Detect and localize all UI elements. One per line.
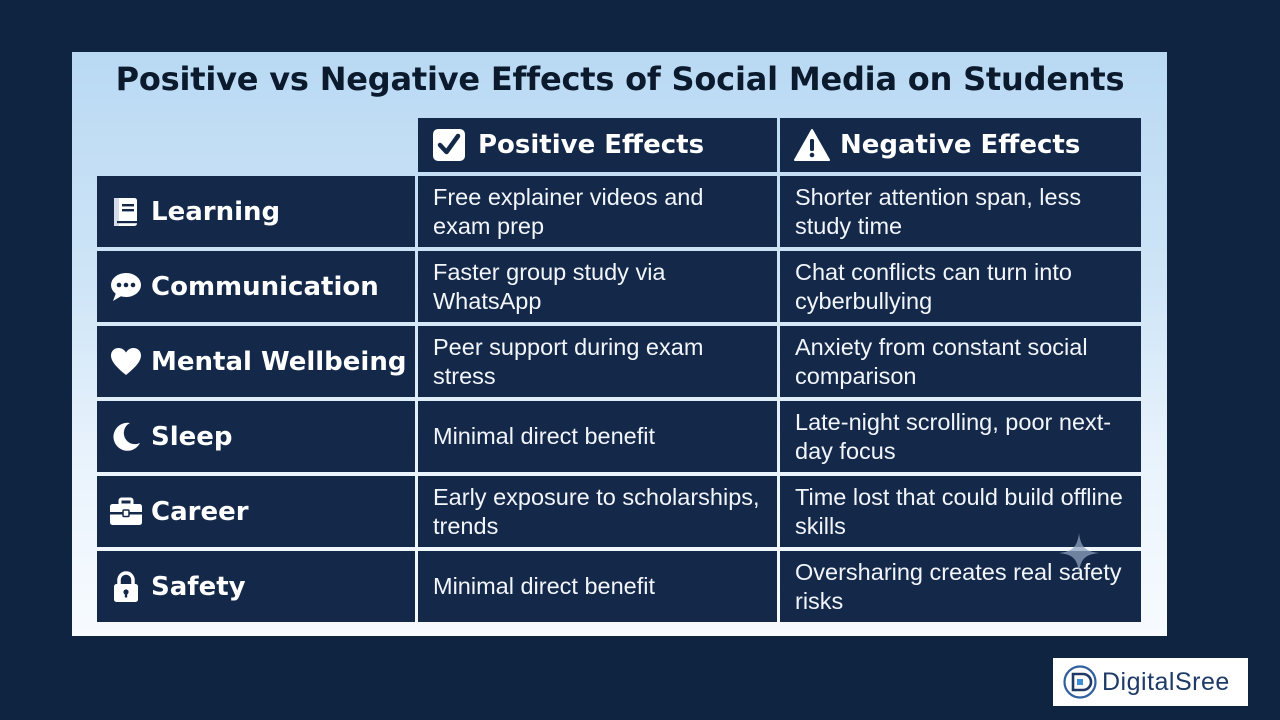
negative-cell-sleep: Late-night scrolling, poor next-day focu…	[780, 401, 1141, 472]
positive-cell-safety: Minimal direct benefit	[418, 551, 777, 622]
moon-icon	[109, 420, 143, 454]
positive-cell-mental-wellbeing: Peer support during exam stress	[418, 326, 777, 397]
page-title: Positive vs Negative Effects of Social M…	[115, 60, 1125, 98]
heart-icon	[109, 345, 143, 379]
book-icon	[109, 195, 143, 229]
row-label-text: Communication	[151, 271, 379, 302]
positive-cell-communication: Faster group study via WhatsApp	[418, 251, 777, 322]
briefcase-icon	[109, 495, 143, 529]
sparkle-icon	[1059, 533, 1099, 573]
row-label-text: Mental Wellbeing	[151, 346, 407, 377]
row-label-safety: Safety	[97, 551, 415, 622]
row-label-mental-wellbeing: Mental Wellbeing	[97, 326, 415, 397]
row-label-sleep: Sleep	[97, 401, 415, 472]
negative-cell-communication: Chat conflicts can turn into cyberbullyi…	[780, 251, 1141, 322]
logo-text: DigitalSree	[1102, 667, 1230, 696]
lock-icon	[109, 570, 143, 604]
positive-cell-learning: Free explainer videos and exam prep	[418, 176, 777, 247]
digitalsree-logo: DigitalSree	[1053, 658, 1248, 706]
negative-cell-mental-wellbeing: Anxiety from constant social comparison	[780, 326, 1141, 397]
row-label-text: Learning	[151, 196, 281, 227]
header-negative-label: Negative Effects	[840, 130, 1081, 160]
row-label-learning: Learning	[97, 176, 415, 247]
digitalsree-logo-icon	[1063, 665, 1097, 699]
positive-cell-career: Early exposure to scholarships, trends	[418, 476, 777, 547]
negative-cell-learning: Shorter attention span, less study time	[780, 176, 1141, 247]
warning-icon	[794, 128, 830, 162]
header-positive: Positive Effects	[418, 118, 777, 172]
header-positive-label: Positive Effects	[478, 130, 705, 160]
positive-cell-sleep: Minimal direct benefit	[418, 401, 777, 472]
row-label-text: Safety	[151, 571, 246, 602]
header-negative: Negative Effects	[780, 118, 1141, 172]
row-label-text: Sleep	[151, 421, 233, 452]
row-label-career: Career	[97, 476, 415, 547]
row-label-text: Career	[151, 496, 249, 527]
row-label-communication: Communication	[97, 251, 415, 322]
negative-cell-career: Time lost that could build offline skill…	[780, 476, 1141, 547]
check-icon	[432, 128, 466, 162]
chat-icon	[109, 270, 143, 304]
